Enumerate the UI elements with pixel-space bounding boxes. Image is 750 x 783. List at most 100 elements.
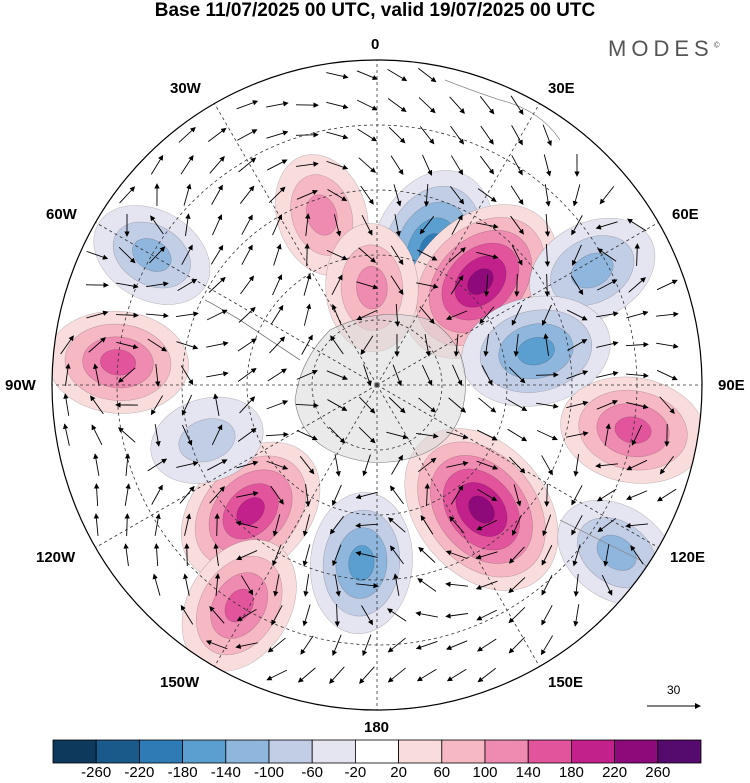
wind-vector bbox=[416, 282, 439, 289]
wind-vector bbox=[450, 125, 465, 145]
wind-vector bbox=[451, 214, 463, 235]
wind-vector bbox=[326, 131, 349, 140]
wind-vector bbox=[390, 275, 404, 296]
colorbar-swatch bbox=[52, 739, 97, 764]
wind-vector bbox=[386, 431, 409, 440]
wind-vector bbox=[541, 544, 553, 566]
wind-vector bbox=[507, 428, 528, 442]
wind-vector bbox=[513, 484, 522, 507]
wind-vector bbox=[596, 400, 619, 410]
wind-vector bbox=[452, 364, 463, 386]
wind-vector bbox=[208, 276, 226, 293]
wind-vector bbox=[181, 244, 193, 265]
wind-vector bbox=[267, 368, 287, 382]
wind-vector bbox=[476, 222, 499, 229]
wind-vector bbox=[239, 185, 255, 204]
wind-vector bbox=[358, 247, 376, 263]
wind-vector bbox=[480, 125, 494, 145]
wind-vector bbox=[536, 402, 559, 409]
wind-vector bbox=[331, 304, 342, 326]
colorbar-tick: 180 bbox=[558, 764, 584, 781]
meridian-line bbox=[214, 103, 378, 386]
wind-vector bbox=[481, 364, 493, 386]
wind-vector bbox=[180, 155, 194, 175]
wind-vector bbox=[355, 522, 379, 529]
wind-vectors bbox=[60, 67, 679, 684]
wind-vector bbox=[449, 96, 465, 114]
wind-vector bbox=[150, 215, 164, 235]
wind-vector bbox=[475, 580, 498, 590]
wind-vector bbox=[513, 334, 519, 357]
wind-vector bbox=[60, 335, 74, 355]
wind-vector bbox=[305, 484, 311, 507]
wind-vector bbox=[510, 95, 524, 115]
wind-vector bbox=[419, 216, 435, 235]
wind-vector bbox=[477, 489, 498, 502]
wind-vector bbox=[236, 550, 258, 561]
wind-vector bbox=[387, 608, 407, 622]
wind-vector bbox=[417, 578, 437, 592]
wind-vector bbox=[570, 275, 584, 296]
wind-vector bbox=[445, 550, 468, 560]
wind-vector bbox=[544, 483, 550, 507]
wind-vector bbox=[302, 514, 311, 537]
wind-vector bbox=[511, 244, 523, 266]
wind-vector bbox=[544, 213, 551, 237]
wind-vector bbox=[214, 513, 220, 537]
wind-vector bbox=[213, 393, 220, 416]
wind-vector bbox=[450, 484, 464, 505]
wind-vector bbox=[334, 574, 341, 597]
wind-vector bbox=[266, 400, 289, 410]
colorbar-swatch bbox=[441, 739, 486, 764]
wind-vector bbox=[236, 609, 257, 622]
wind-vector bbox=[597, 248, 617, 262]
wind-vector bbox=[445, 581, 468, 587]
wind-vector bbox=[240, 575, 254, 596]
wind-vector bbox=[267, 637, 286, 653]
wind-vector bbox=[387, 637, 406, 653]
wind-vector bbox=[566, 370, 589, 380]
wind-vector bbox=[211, 184, 223, 205]
wind-vector bbox=[327, 188, 348, 202]
wind-vector bbox=[151, 484, 163, 505]
wind-vector bbox=[116, 282, 139, 289]
wind-vector bbox=[543, 154, 552, 177]
wind-vector bbox=[178, 126, 196, 143]
wind-vector bbox=[387, 98, 407, 113]
colorbar-tick: 20 bbox=[390, 764, 407, 781]
wind-vector bbox=[542, 124, 552, 147]
wind-vector bbox=[596, 370, 619, 378]
wind-vector bbox=[184, 213, 191, 236]
colorbar-swatch bbox=[398, 739, 443, 764]
wind-vector bbox=[394, 303, 401, 327]
wind-vector bbox=[119, 186, 136, 204]
wind-vector bbox=[511, 304, 523, 326]
wind-vector bbox=[544, 184, 551, 207]
wind-vector bbox=[478, 397, 497, 413]
wind-vector bbox=[573, 574, 579, 597]
meridian-label-90w: 90W bbox=[5, 377, 36, 394]
meridian-line bbox=[95, 384, 378, 548]
wind-vector bbox=[567, 339, 588, 351]
wind-vector bbox=[390, 155, 404, 176]
wind-vector bbox=[295, 402, 319, 409]
wind-vector bbox=[508, 366, 526, 384]
wind-vector bbox=[571, 515, 583, 536]
wind-vector bbox=[272, 214, 283, 236]
wind-vector bbox=[331, 484, 342, 506]
wind-vector bbox=[535, 372, 559, 378]
wind-vector bbox=[183, 183, 192, 206]
wind-vector bbox=[176, 341, 199, 350]
wind-vector bbox=[595, 221, 618, 230]
wind-vector bbox=[389, 545, 404, 565]
wind-vector bbox=[476, 460, 499, 470]
wind-vector bbox=[476, 609, 498, 621]
wind-vector bbox=[301, 334, 313, 355]
wind-vector bbox=[476, 638, 497, 652]
wind-vector bbox=[511, 514, 522, 536]
wind-vector bbox=[326, 370, 349, 380]
wind-vector bbox=[597, 518, 617, 533]
wind-vector bbox=[508, 607, 526, 624]
wind-vector bbox=[631, 424, 643, 446]
wind-vector bbox=[328, 426, 346, 444]
